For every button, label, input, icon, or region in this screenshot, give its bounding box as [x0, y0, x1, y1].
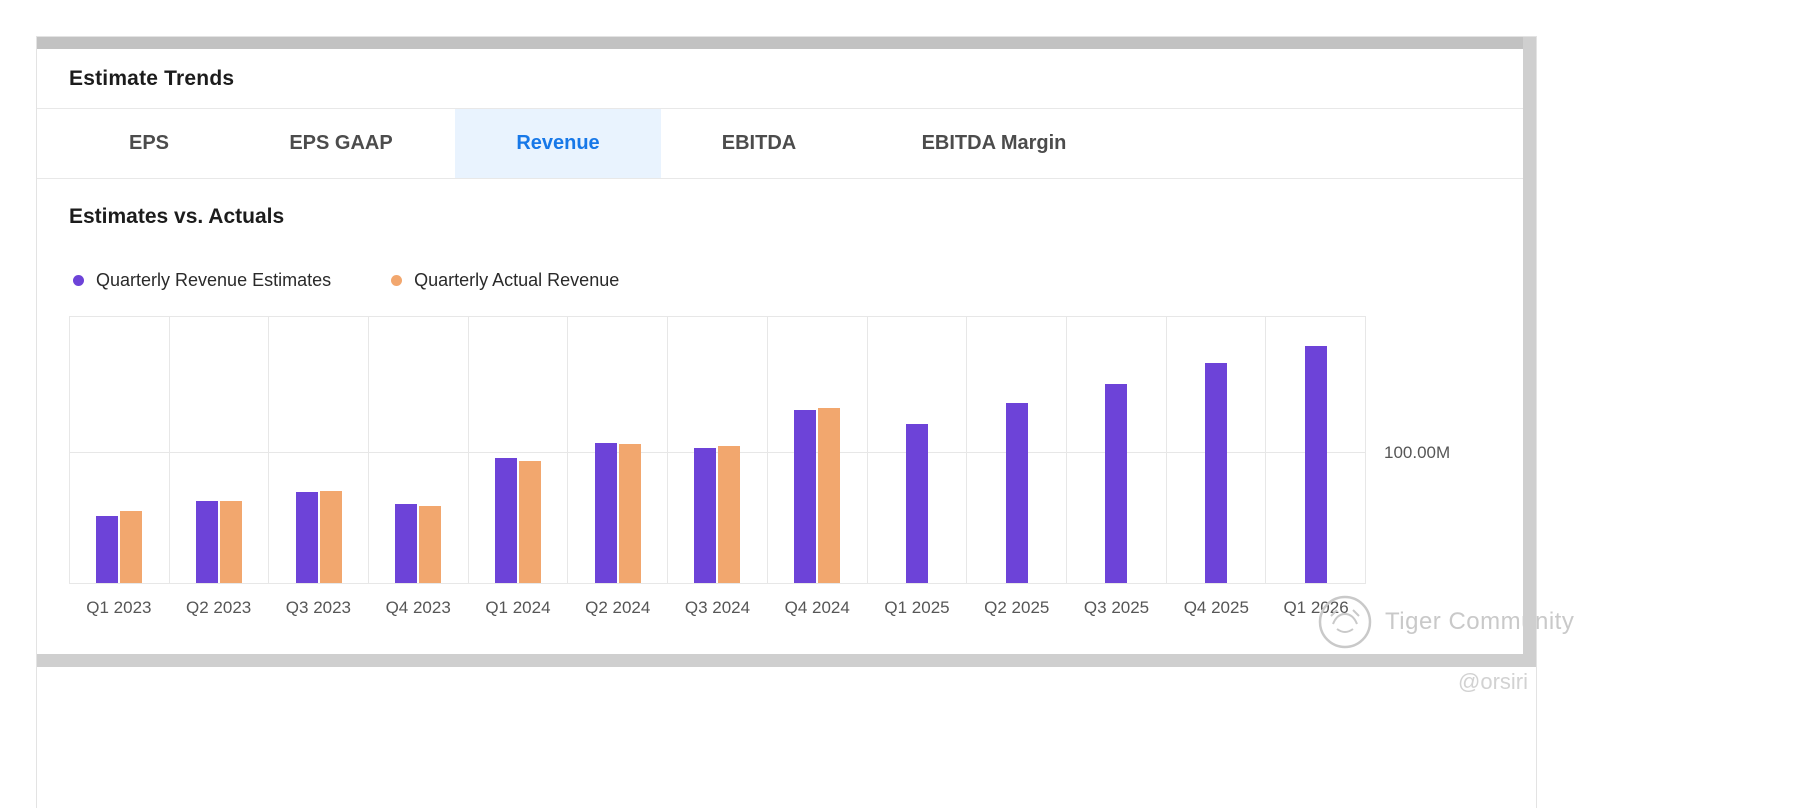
- bar-estimate[interactable]: [495, 458, 517, 583]
- tabs: EPS EPS GAAP Revenue EBITDA EBITDA Margin: [37, 109, 1523, 179]
- y-axis-tick-label: 100.00M: [1384, 443, 1450, 463]
- card-header: Estimate Trends: [37, 49, 1523, 109]
- plot-area: [69, 316, 1366, 584]
- legend-dot: [391, 275, 402, 286]
- plot-cell-q4-2023: [369, 317, 469, 583]
- plot-cell-q3-2023: [269, 317, 369, 583]
- tab-eps-gaap[interactable]: EPS GAAP: [251, 109, 431, 178]
- bar-estimate[interactable]: [395, 504, 417, 583]
- legend-label: Quarterly Actual Revenue: [414, 270, 619, 291]
- bar-actual[interactable]: [818, 408, 840, 583]
- bar-actual[interactable]: [320, 491, 342, 583]
- plot-cell-q3-2024: [668, 317, 768, 583]
- bar-estimate[interactable]: [595, 443, 617, 584]
- plot-cell-q1-2024: [469, 317, 569, 583]
- vertical-scrollbar[interactable]: [1523, 37, 1536, 667]
- card-title: Estimate Trends: [69, 67, 234, 91]
- bar-actual[interactable]: [419, 506, 441, 583]
- plot-cell-q2-2023: [170, 317, 270, 583]
- x-axis-label-q2-2024: Q2 2024: [568, 598, 668, 618]
- x-axis-label-q4-2025: Q4 2025: [1166, 598, 1266, 618]
- bar-estimate[interactable]: [1205, 363, 1227, 583]
- bar-estimate[interactable]: [1305, 346, 1327, 583]
- bar-estimate[interactable]: [694, 448, 716, 583]
- bar-estimate[interactable]: [1006, 403, 1028, 583]
- plot-cell-q1-2025: [868, 317, 968, 583]
- legend-dot: [73, 275, 84, 286]
- plot-cell-q3-2025: [1067, 317, 1167, 583]
- horizontal-scrollbar-top[interactable]: [37, 37, 1523, 49]
- plot-cell-q2-2025: [967, 317, 1067, 583]
- tab-eps[interactable]: EPS: [89, 109, 209, 178]
- plot-cell-q1-2026: [1266, 317, 1365, 583]
- bar-estimate[interactable]: [196, 501, 218, 583]
- watermark-brand: Tiger Community: [1385, 608, 1574, 636]
- x-axis-label-q1-2026: Q1 2026: [1266, 598, 1366, 618]
- bar-estimate[interactable]: [96, 516, 118, 583]
- x-axis-label-q2-2023: Q2 2023: [169, 598, 269, 618]
- bar-estimate[interactable]: [794, 410, 816, 583]
- chart-legend: Quarterly Revenue Estimates Quarterly Act…: [73, 270, 619, 291]
- x-axis-label-q3-2024: Q3 2024: [668, 598, 768, 618]
- horizontal-scrollbar-bottom[interactable]: [37, 654, 1536, 667]
- estimate-trends-card: Estimate Trends EPS EPS GAAP Revenue EBITDA…: [36, 36, 1537, 808]
- plot-cell-q1-2023: [70, 317, 170, 583]
- plot-wrap: 100.00M: [69, 316, 1366, 584]
- legend-label: Quarterly Revenue Estimates: [96, 270, 331, 291]
- x-axis-label-q4-2023: Q4 2023: [368, 598, 468, 618]
- x-axis-labels: Q1 2023Q2 2023Q3 2023Q4 2023Q1 2024Q2 20…: [69, 598, 1366, 618]
- chart-title: Estimates vs. Actuals: [69, 205, 284, 229]
- x-axis-label-q1-2025: Q1 2025: [867, 598, 967, 618]
- legend-item-quarterly-actual-revenue: Quarterly Actual Revenue: [391, 270, 619, 291]
- x-axis-label-q3-2023: Q3 2023: [269, 598, 369, 618]
- plot-cell-q2-2024: [568, 317, 668, 583]
- tab-revenue[interactable]: Revenue: [455, 109, 661, 178]
- bar-estimate[interactable]: [1105, 384, 1127, 583]
- legend-item-quarterly-revenue-estimates: Quarterly Revenue Estimates: [73, 270, 331, 291]
- x-axis-label-q1-2023: Q1 2023: [69, 598, 169, 618]
- x-axis-label-q1-2024: Q1 2024: [468, 598, 568, 618]
- bar-estimate[interactable]: [296, 492, 318, 583]
- watermark-handle: @orsiri: [1458, 669, 1528, 695]
- bar-actual[interactable]: [718, 446, 740, 583]
- bar-actual[interactable]: [220, 501, 242, 583]
- bar-actual[interactable]: [120, 511, 142, 583]
- tab-ebitda[interactable]: EBITDA: [689, 109, 829, 178]
- bar-actual[interactable]: [519, 461, 541, 583]
- tab-ebitda-margin[interactable]: EBITDA Margin: [879, 109, 1109, 178]
- plot-cell-q4-2024: [768, 317, 868, 583]
- page: { "card": { "title": "Estimate Trends", …: [0, 0, 1800, 808]
- x-axis-label-q4-2024: Q4 2024: [767, 598, 867, 618]
- plot-cell-q4-2025: [1167, 317, 1267, 583]
- x-axis-label-q3-2025: Q3 2025: [1067, 598, 1167, 618]
- bar-estimate[interactable]: [906, 424, 928, 583]
- x-axis-label-q2-2025: Q2 2025: [967, 598, 1067, 618]
- bar-actual[interactable]: [619, 444, 641, 583]
